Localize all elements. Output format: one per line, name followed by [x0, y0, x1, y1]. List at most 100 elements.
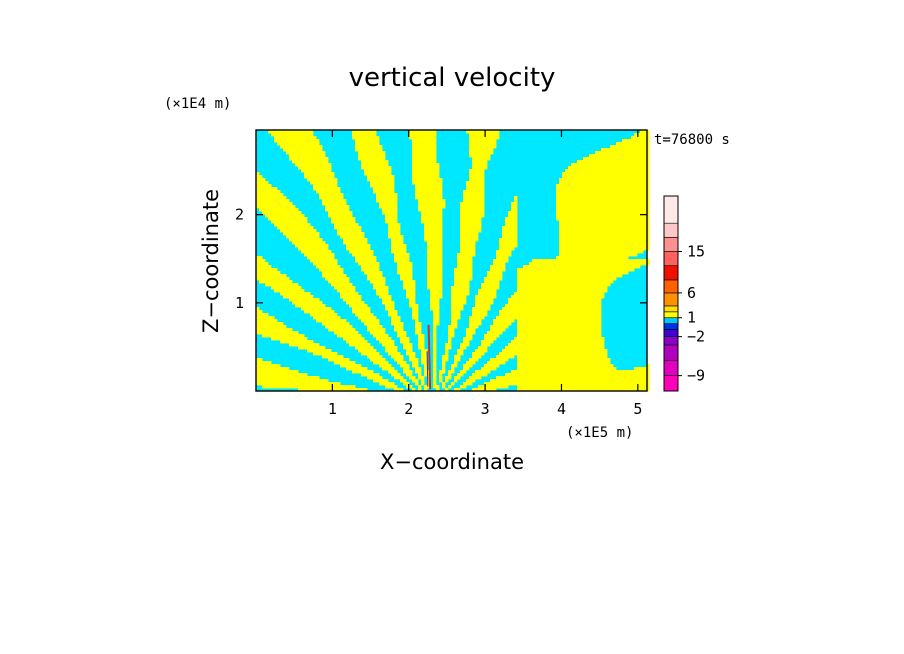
- field-cell: [505, 319, 509, 323]
- field-cell: [256, 259, 260, 263]
- field-cell: [643, 187, 647, 191]
- field-cell: [280, 220, 284, 224]
- field-cell: [637, 193, 641, 197]
- field-cell: [610, 190, 614, 194]
- field-cell: [607, 166, 611, 170]
- field-cell: [514, 313, 518, 317]
- field-cell: [424, 226, 428, 230]
- field-cell: [580, 289, 584, 293]
- field-cell: [478, 349, 482, 353]
- field-cell: [364, 244, 368, 248]
- field-cell: [547, 319, 551, 323]
- field-cell: [283, 229, 287, 233]
- field-cell: [619, 238, 623, 242]
- field-cell: [517, 304, 521, 308]
- field-cell: [568, 223, 572, 227]
- field-cell: [487, 277, 491, 281]
- field-cell: [514, 214, 518, 218]
- field-cell: [643, 172, 647, 176]
- field-cell: [256, 202, 260, 206]
- field-cell: [307, 238, 311, 242]
- field-cell: [565, 205, 569, 209]
- field-cell: [520, 313, 524, 317]
- field-cell: [577, 178, 581, 182]
- field-cell: [595, 193, 599, 197]
- field-cell: [415, 178, 419, 182]
- field-cell: [556, 196, 560, 200]
- field-cell: [517, 277, 521, 281]
- field-cell: [589, 184, 593, 188]
- field-cell: [538, 340, 542, 344]
- field-cell: [373, 334, 377, 338]
- field-cell: [571, 235, 575, 239]
- field-cell: [280, 337, 284, 341]
- field-cell: [496, 325, 500, 329]
- field-cell: [439, 280, 443, 284]
- field-cell: [331, 178, 335, 182]
- field-cell: [646, 244, 650, 248]
- field-cell: [370, 172, 374, 176]
- field-cell: [352, 286, 356, 290]
- field-cell: [343, 325, 347, 329]
- field-cell: [583, 319, 587, 323]
- field-cell: [415, 142, 419, 146]
- field-cell: [586, 322, 590, 326]
- field-cell: [460, 223, 464, 227]
- field-cell: [550, 262, 554, 266]
- field-cell: [394, 328, 398, 332]
- field-cell: [421, 136, 425, 140]
- field-cell: [298, 220, 302, 224]
- field-cell: [571, 247, 575, 251]
- field-cell: [610, 244, 614, 248]
- field-cell: [379, 166, 383, 170]
- field-cell: [319, 256, 323, 260]
- field-cell: [349, 286, 353, 290]
- field-cell: [619, 157, 623, 161]
- field-cell: [538, 349, 542, 353]
- field-cell: [613, 145, 617, 149]
- field-cell: [385, 301, 389, 305]
- field-cell: [478, 148, 482, 152]
- field-cell: [433, 139, 437, 143]
- field-cell: [625, 190, 629, 194]
- field-cell: [292, 214, 296, 218]
- field-cell: [586, 274, 590, 278]
- field-cell: [379, 175, 383, 179]
- field-cell: [550, 331, 554, 335]
- field-cell: [469, 217, 473, 221]
- field-cell: [346, 220, 350, 224]
- field-cell: [448, 334, 452, 338]
- field-cell: [364, 349, 368, 353]
- field-cell: [562, 196, 566, 200]
- field-cell: [583, 199, 587, 203]
- field-cell: [505, 307, 509, 311]
- field-cell: [265, 181, 269, 185]
- field-cell: [340, 196, 344, 200]
- field-cell: [592, 256, 596, 260]
- field-cell: [271, 208, 275, 212]
- field-cell: [469, 259, 473, 263]
- field-cell: [592, 217, 596, 221]
- field-cell: [436, 253, 440, 257]
- field-cell: [481, 169, 485, 173]
- field-cell: [361, 256, 365, 260]
- field-cell: [562, 346, 566, 350]
- field-cell: [373, 277, 377, 281]
- field-cell: [436, 250, 440, 254]
- field-cell: [430, 172, 434, 176]
- field-cell: [331, 319, 335, 323]
- field-cell: [370, 184, 374, 188]
- field-cell: [601, 292, 605, 296]
- field-cell: [568, 166, 572, 170]
- field-cell: [265, 262, 269, 266]
- field-cell: [589, 181, 593, 185]
- field-cell: [556, 328, 560, 332]
- field-cell: [373, 166, 377, 170]
- field-cell: [343, 202, 347, 206]
- field-cell: [304, 343, 308, 347]
- field-cell: [544, 298, 548, 302]
- field-cell: [418, 340, 422, 344]
- field-cell: [391, 349, 395, 353]
- field-cell: [586, 238, 590, 242]
- field-cell: [451, 289, 455, 293]
